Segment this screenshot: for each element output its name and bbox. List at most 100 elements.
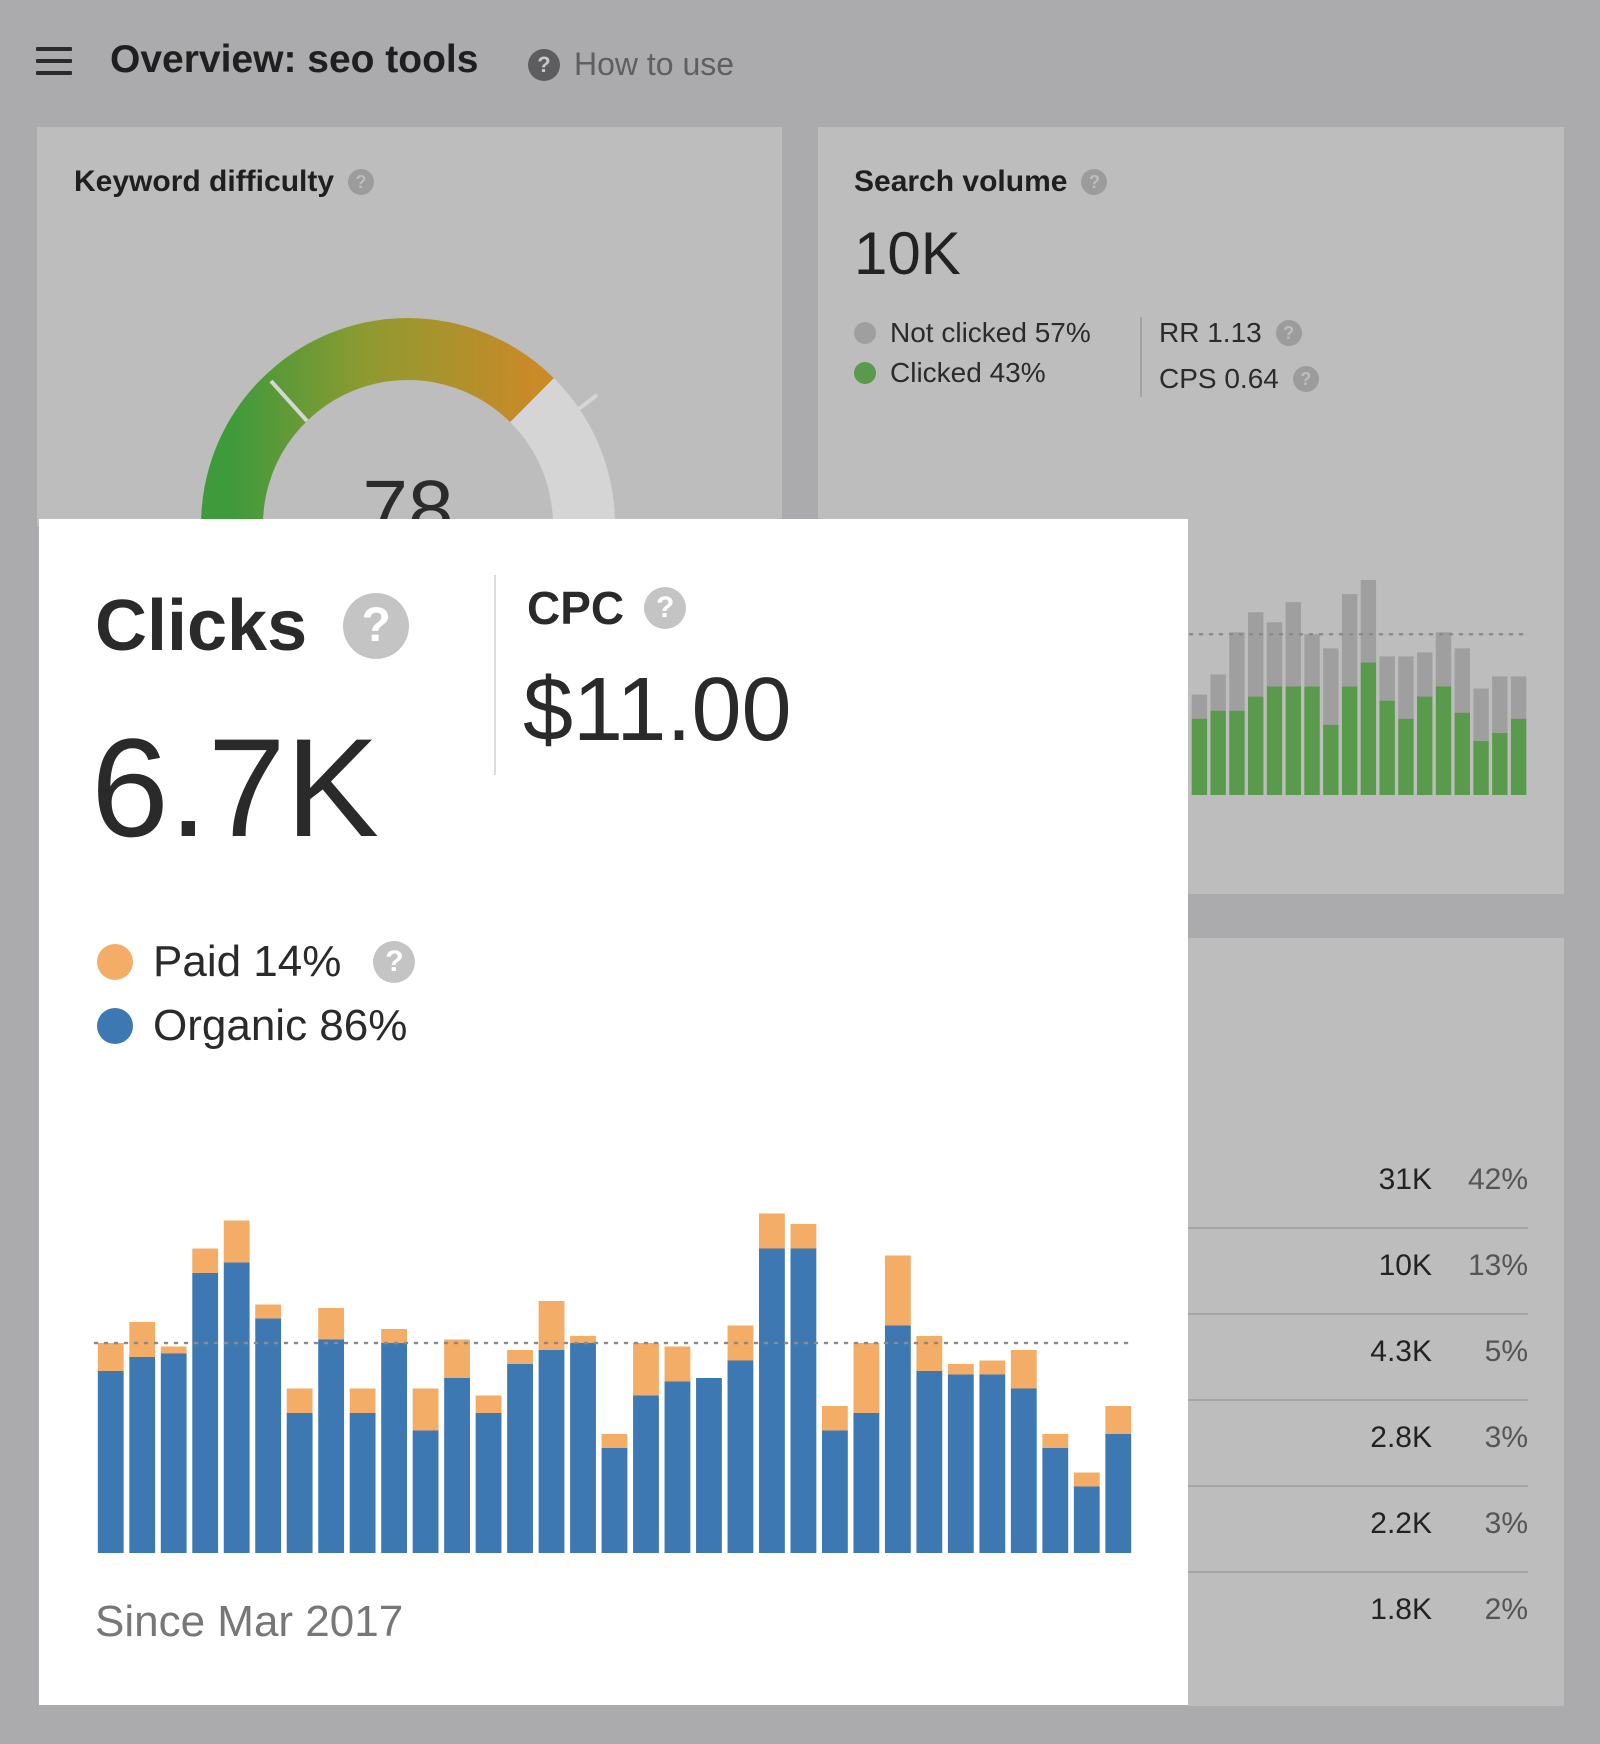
row-percent: 3% [1484,1421,1528,1454]
clicks-organic-bar [821,1430,848,1553]
clicks-organic-bar [412,1430,439,1553]
clicks-paid-bar [129,1322,156,1357]
clicks-organic-bar [601,1448,628,1553]
help-icon[interactable]: ? [1292,366,1319,392]
clicks-paid-bar [853,1343,880,1413]
help-icon[interactable]: ? [348,169,375,195]
how-to-use-link[interactable]: ? How to use [528,46,734,83]
clicks-paid-bar [475,1395,502,1413]
clicks-organic-bar [381,1343,408,1553]
clicks-organic-bar [1010,1388,1037,1553]
organic-dot [97,1008,133,1044]
clicks-organic-bar [192,1273,219,1553]
help-icon[interactable]: ? [373,941,416,983]
row-percent: 13% [1467,1249,1528,1282]
search-volume-clicked-bar [1266,686,1283,795]
menu-icon[interactable] [36,47,72,75]
paid-legend: Paid 14% ? [97,937,416,987]
table-row: 1.8K 2% [1188,1573,1528,1657]
search-volume-not-clicked-bar [1435,632,1452,687]
clicks-paid-bar [223,1220,250,1263]
help-icon[interactable]: ? [1081,169,1108,195]
search-volume-not-clicked-bar [1360,580,1377,663]
clicks-paid-bar [507,1350,533,1364]
clicks-organic-bar [916,1371,943,1553]
clicks-paid-bar [192,1248,219,1273]
clicks-paid-bar [412,1388,439,1431]
clicks-paid-bar [727,1325,754,1361]
clicked-label: Clicked 43% [890,357,1046,388]
clicks-organic-bar [475,1413,502,1553]
search-volume-not-clicked-bar [1323,648,1339,725]
keyword-difficulty-title: Keyword difficulty ? [74,165,375,199]
organic-label: Organic 86% [153,1001,408,1050]
not-clicked-legend: Not clicked 57% [854,317,1091,349]
row-value: 31K [1378,1163,1432,1196]
clicks-organic-bar [286,1413,313,1553]
paid-dot [97,944,133,980]
clicks-cpc-divider [494,575,496,775]
search-volume-not-clicked-bar [1229,632,1245,711]
clicked-legend: Clicked 43% [854,357,1046,389]
search-volume-not-clicked-bar [1398,656,1414,719]
search-volume-clicked-bar [1398,718,1414,795]
clicks-paid-bar [286,1388,313,1413]
table-row: 2.8K 3% [1188,1401,1528,1487]
search-volume-clicked-bar [1510,718,1527,795]
clicks-paid-bar [979,1360,1006,1375]
clicks-organic-bar [664,1381,691,1553]
help-icon[interactable]: ? [1275,320,1302,346]
search-volume-not-clicked-bar [1341,594,1358,687]
paid-label: Paid 14% [153,937,342,986]
table-row: 10K 13% [1188,1229,1528,1315]
clicks-organic-bar [884,1325,911,1553]
clicks-organic-bar [947,1374,974,1553]
clicks-paid-bar [821,1406,848,1431]
clicks-label: Clicks [95,586,308,666]
clicks-organic-bar [129,1357,156,1553]
search-volume-not-clicked-bar [1473,688,1489,741]
search-volume-not-clicked-bar [1191,694,1208,719]
cpc-label: CPC [527,582,625,634]
clicks-organic-bar [727,1360,754,1553]
clicks-chart [93,1213,1136,1553]
search-volume-not-clicked-bar [1266,622,1283,687]
search-volume-not-clicked-bar [1379,656,1395,701]
search-volume-clicked-bar [1435,686,1452,795]
search-volume-chart [1188,580,1530,795]
search-volume-clicked-bar [1248,696,1264,795]
clicks-paid-bar [1073,1472,1100,1487]
row-percent: 42% [1467,1163,1528,1196]
clicks-title: Clicks ? [95,585,410,667]
search-volume-not-clicked-bar [1285,602,1301,687]
gauge-fill [201,318,554,526]
help-icon[interactable]: ? [343,593,410,659]
not-clicked-dot [854,322,876,344]
cpc-title: CPC ? [527,581,687,635]
clicks-organic-bar [444,1378,470,1553]
clicks-organic-bar [759,1248,785,1553]
clicks-paid-bar [318,1308,345,1340]
organic-legend: Organic 86% [97,1001,407,1051]
clicks-paid-bar [160,1346,187,1354]
clicks-organic-bar [538,1350,565,1553]
clicks-paid-bar [1042,1434,1069,1448]
table-row: 2.2K 3% [1188,1487,1528,1573]
search-volume-not-clicked-bar [1304,634,1320,687]
help-icon[interactable]: ? [644,587,687,629]
clicks-card: Clicks ? 6.7K CPC ? $11.00 Paid 14% ? Or… [39,519,1188,1705]
search-volume-not-clicked-bar [1417,652,1433,697]
clicks-organic-bar [570,1343,596,1553]
clicks-organic-bar [507,1364,533,1553]
search-volume-clicked-bar [1285,686,1301,795]
table-row: 31K 42% [1188,1143,1528,1229]
search-volume-value: 10K [854,220,961,287]
clicks-paid-bar [916,1336,943,1371]
row-percent: 2% [1484,1593,1528,1626]
cps-label: CPS 0.64 [1159,363,1279,394]
clicks-organic-bar [790,1248,817,1553]
clicks-organic-bar [1042,1448,1069,1553]
table-row: 4.3K 5% [1188,1315,1528,1401]
row-value: 4.3K [1370,1335,1432,1368]
clicks-organic-bar [853,1413,880,1553]
